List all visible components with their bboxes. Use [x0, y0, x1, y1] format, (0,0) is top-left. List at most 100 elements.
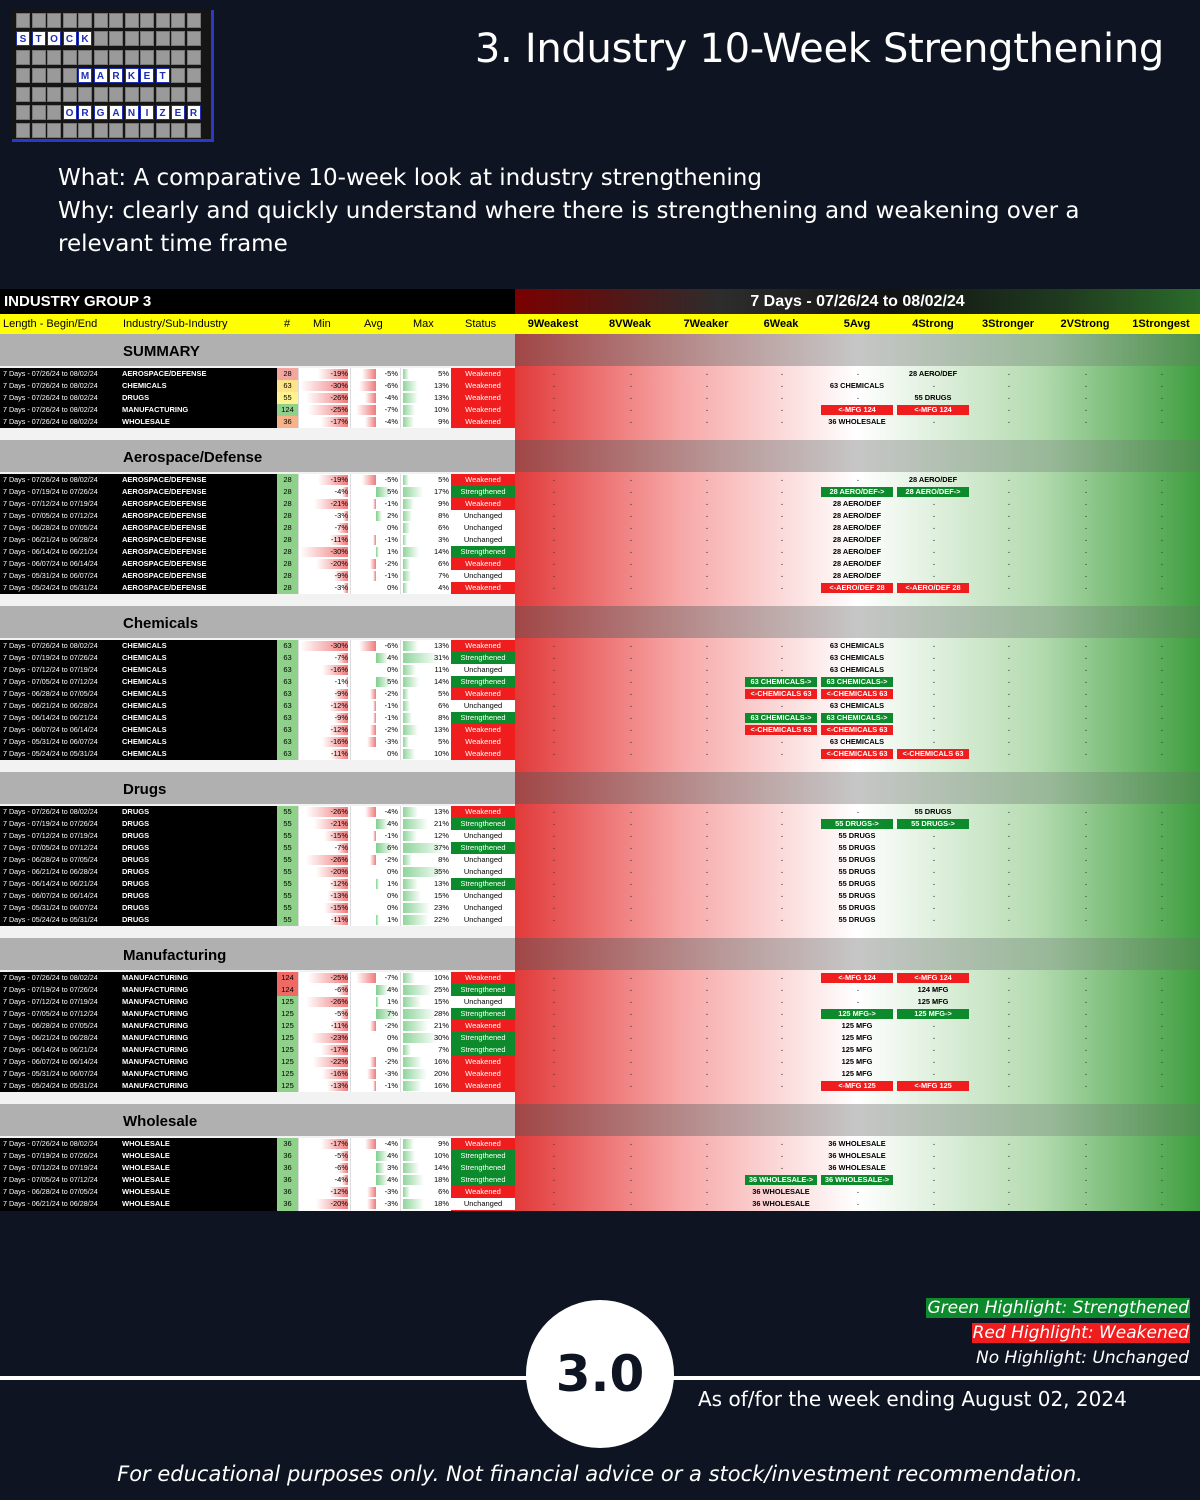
table-row: 7 Days - 07/26/24 to 08/02/24 CHEMICALS 63…	[0, 640, 1200, 652]
logo-tile	[109, 86, 123, 102]
status-cell: Weakened	[451, 404, 515, 416]
empty-marker: .	[630, 406, 632, 413]
empty-marker: .	[630, 678, 632, 685]
empty-marker: .	[1085, 1058, 1087, 1065]
table-row: 7 Days - 07/26/24 to 08/02/24 AEROSPACE/D…	[0, 474, 1200, 486]
empty-marker: .	[1161, 1046, 1163, 1053]
value-label: 15%	[433, 997, 449, 1006]
empty-marker: .	[781, 642, 783, 649]
status-cell: Strengthened	[451, 842, 515, 854]
value-cell: -7%	[298, 842, 350, 854]
period-label: 7 Days - 06/28/24 to 07/05/24	[3, 523, 98, 532]
value-label: 0%	[387, 665, 398, 674]
empty-marker: .	[630, 1188, 632, 1195]
empty-marker: .	[630, 892, 632, 899]
empty-marker: .	[553, 856, 555, 863]
empty-marker: .	[1161, 476, 1163, 483]
value-label: -12%	[330, 725, 348, 734]
status-cell: Weakened	[451, 416, 515, 428]
empty-marker: .	[1085, 548, 1087, 555]
data-bar	[403, 843, 447, 853]
period-label: 7 Days - 07/05/24 to 07/12/24	[3, 677, 98, 686]
count-cell: 63	[277, 700, 298, 712]
data-bar	[403, 1199, 425, 1209]
empty-marker: .	[1085, 750, 1087, 757]
empty-marker: .	[1085, 560, 1087, 567]
empty-marker: .	[1008, 820, 1010, 827]
column-header-row: Length - Begin/End Industry/Sub-Industry…	[0, 314, 1200, 334]
status-cell: Unchanged	[451, 1198, 515, 1210]
empty-marker: .	[781, 500, 783, 507]
data-bar	[338, 985, 348, 995]
value-label: -21%	[330, 819, 348, 828]
logo-letter: E	[171, 104, 185, 120]
value-cell: -3%	[298, 582, 350, 594]
table-row: 7 Days - 06/14/24 to 06/21/24 CHEMICALS 63…	[0, 712, 1200, 724]
empty-marker: .	[1008, 892, 1010, 899]
value-cell: -26%	[298, 854, 350, 866]
empty-marker: .	[1085, 986, 1087, 993]
value-label: 10%	[433, 405, 449, 414]
data-bar	[403, 1069, 427, 1079]
row-label-block: 7 Days - 07/12/24 to 07/19/24 DRUGS	[0, 830, 277, 842]
empty-marker: .	[857, 880, 859, 887]
value-cell: -26%	[298, 392, 350, 404]
value-cell: 10%	[400, 748, 451, 760]
logo-tile	[16, 49, 30, 65]
row-label-block: 7 Days - 05/24/24 to 05/31/24 AEROSPACE/D…	[0, 582, 277, 594]
data-bar	[300, 381, 348, 391]
empty-marker: .	[933, 916, 935, 923]
period-label: 7 Days - 07/05/24 to 07/12/24	[3, 1175, 98, 1184]
empty-marker: .	[781, 1058, 783, 1065]
row-label-block: 7 Days - 06/14/24 to 06/21/24 DRUGS	[0, 878, 277, 890]
period-label: 7 Days - 06/14/24 to 06/21/24	[3, 1210, 98, 1211]
value-label: -7%	[384, 405, 398, 414]
period-label: 7 Days - 05/24/24 to 05/31/24	[3, 583, 98, 592]
empty-marker: .	[1085, 916, 1087, 923]
table-row: 7 Days - 07/26/24 to 08/02/24 MANUFACTURI…	[0, 972, 1200, 984]
data-bar	[403, 571, 412, 581]
empty-marker: .	[1161, 1022, 1163, 1029]
empty-marker: .	[781, 904, 783, 911]
industry-label: MANUFACTURING	[122, 1069, 189, 1078]
value-cell: 8%	[400, 510, 451, 522]
rating-header: 5Avg	[843, 318, 871, 330]
rating-header: 9Weakest	[527, 318, 579, 330]
value-cell: -2%	[350, 558, 400, 570]
logo-tile	[31, 49, 46, 65]
status-cell: Weakened	[451, 1080, 515, 1092]
value-label: -15%	[330, 831, 348, 840]
count-cell: 28	[277, 510, 298, 522]
empty-marker: .	[1161, 1082, 1163, 1089]
value-label: 0%	[387, 583, 398, 592]
empty-marker: .	[857, 998, 859, 1005]
value-label: 5%	[438, 475, 449, 484]
empty-marker: .	[1008, 726, 1010, 733]
value-cell: -16%	[298, 664, 350, 676]
data-bar	[403, 867, 445, 877]
empty-marker: .	[1085, 678, 1087, 685]
value-cell: -5%	[298, 1008, 350, 1020]
value-label: -3%	[384, 1187, 398, 1196]
value-label: -16%	[330, 737, 348, 746]
empty-marker: .	[1161, 678, 1163, 685]
rating-tag: 36 WHOLESALE	[828, 1139, 886, 1148]
value-cell: 4%	[350, 1150, 400, 1162]
empty-marker: .	[1008, 904, 1010, 911]
value-cell: -4%	[350, 392, 400, 404]
empty-marker: .	[1008, 1082, 1010, 1089]
value-cell: -3%	[350, 1186, 400, 1198]
data-bar	[403, 1057, 422, 1067]
empty-marker: .	[1161, 382, 1163, 389]
value-cell: -4%	[350, 1138, 400, 1150]
empty-marker: .	[933, 904, 935, 911]
value-cell: 13%	[400, 806, 451, 818]
empty-marker: .	[1161, 738, 1163, 745]
value-label: -11%	[331, 749, 348, 758]
rating-tag: 28 AERO/DEF	[832, 535, 882, 544]
count-cell: 125	[277, 1032, 298, 1044]
count-cell: 36	[277, 1174, 298, 1186]
row-label-block: 7 Days - 07/19/24 to 07/26/24 CHEMICALS	[0, 652, 277, 664]
value-label: -4%	[384, 393, 398, 402]
empty-marker: .	[857, 548, 859, 555]
